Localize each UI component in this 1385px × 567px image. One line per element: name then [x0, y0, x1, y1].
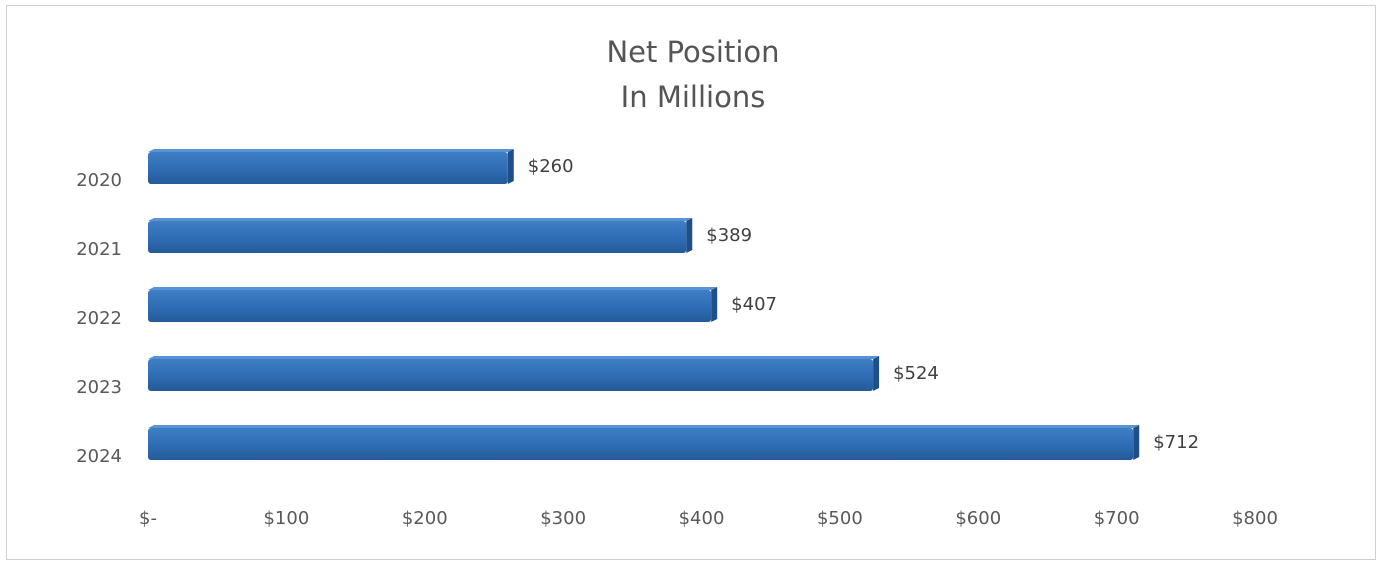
bar-side-2023 — [873, 356, 880, 391]
x-tick-label-0: $- — [139, 508, 157, 529]
bar-2024 — [148, 425, 1140, 460]
bar-side-2020 — [507, 149, 514, 184]
chart-subtitle: In Millions — [621, 80, 766, 114]
x-tick-label-800: $800 — [1232, 508, 1278, 529]
value-label-2020: $260 — [528, 156, 574, 177]
chart-title: Net Position — [606, 35, 779, 69]
category-label-2023: 2023 — [76, 377, 122, 398]
category-label-2024: 2024 — [76, 446, 122, 467]
bar-front-2023 — [148, 359, 874, 391]
value-label-2022: $407 — [731, 294, 777, 315]
x-tick-label-400: $400 — [679, 508, 725, 529]
x-tick-label-300: $300 — [540, 508, 586, 529]
value-label-2024: $712 — [1153, 432, 1199, 453]
x-tick-label-500: $500 — [817, 508, 863, 529]
bar-2022 — [148, 287, 718, 322]
category-label-2020: 2020 — [76, 170, 122, 191]
bar-top-2023 — [148, 356, 880, 359]
x-tick-label-700: $700 — [1094, 508, 1140, 529]
bar-2021 — [148, 218, 693, 253]
bar-side-2021 — [686, 218, 693, 253]
value-label-2023: $524 — [893, 363, 939, 384]
x-tick-label-200: $200 — [402, 508, 448, 529]
bars-layer — [148, 149, 1140, 460]
bar-front-2022 — [148, 290, 712, 322]
bar-side-2024 — [1133, 425, 1140, 460]
bar-front-2020 — [148, 152, 508, 184]
labels-layer: 2020 $260 2021 $389 2022 $407 2023 $524 2024 $712 — [76, 156, 1199, 467]
bar-2020 — [148, 149, 514, 184]
value-label-2021: $389 — [706, 225, 752, 246]
bar-side-2022 — [711, 287, 718, 322]
category-label-2021: 2021 — [76, 239, 122, 260]
bar-2023 — [148, 356, 880, 391]
chart-frame — [6, 5, 1376, 560]
bar-top-2021 — [148, 218, 693, 221]
x-axis: $- $100 $200 $300 $400 $500 $600 $700 $800 — [139, 508, 1278, 529]
x-tick-label-600: $600 — [955, 508, 1001, 529]
bar-top-2020 — [148, 149, 514, 152]
bar-top-2024 — [148, 425, 1140, 428]
category-label-2022: 2022 — [76, 308, 122, 329]
bar-front-2021 — [148, 221, 687, 253]
bar-top-2022 — [148, 287, 718, 290]
x-tick-label-100: $100 — [263, 508, 309, 529]
bar-front-2024 — [148, 428, 1134, 460]
